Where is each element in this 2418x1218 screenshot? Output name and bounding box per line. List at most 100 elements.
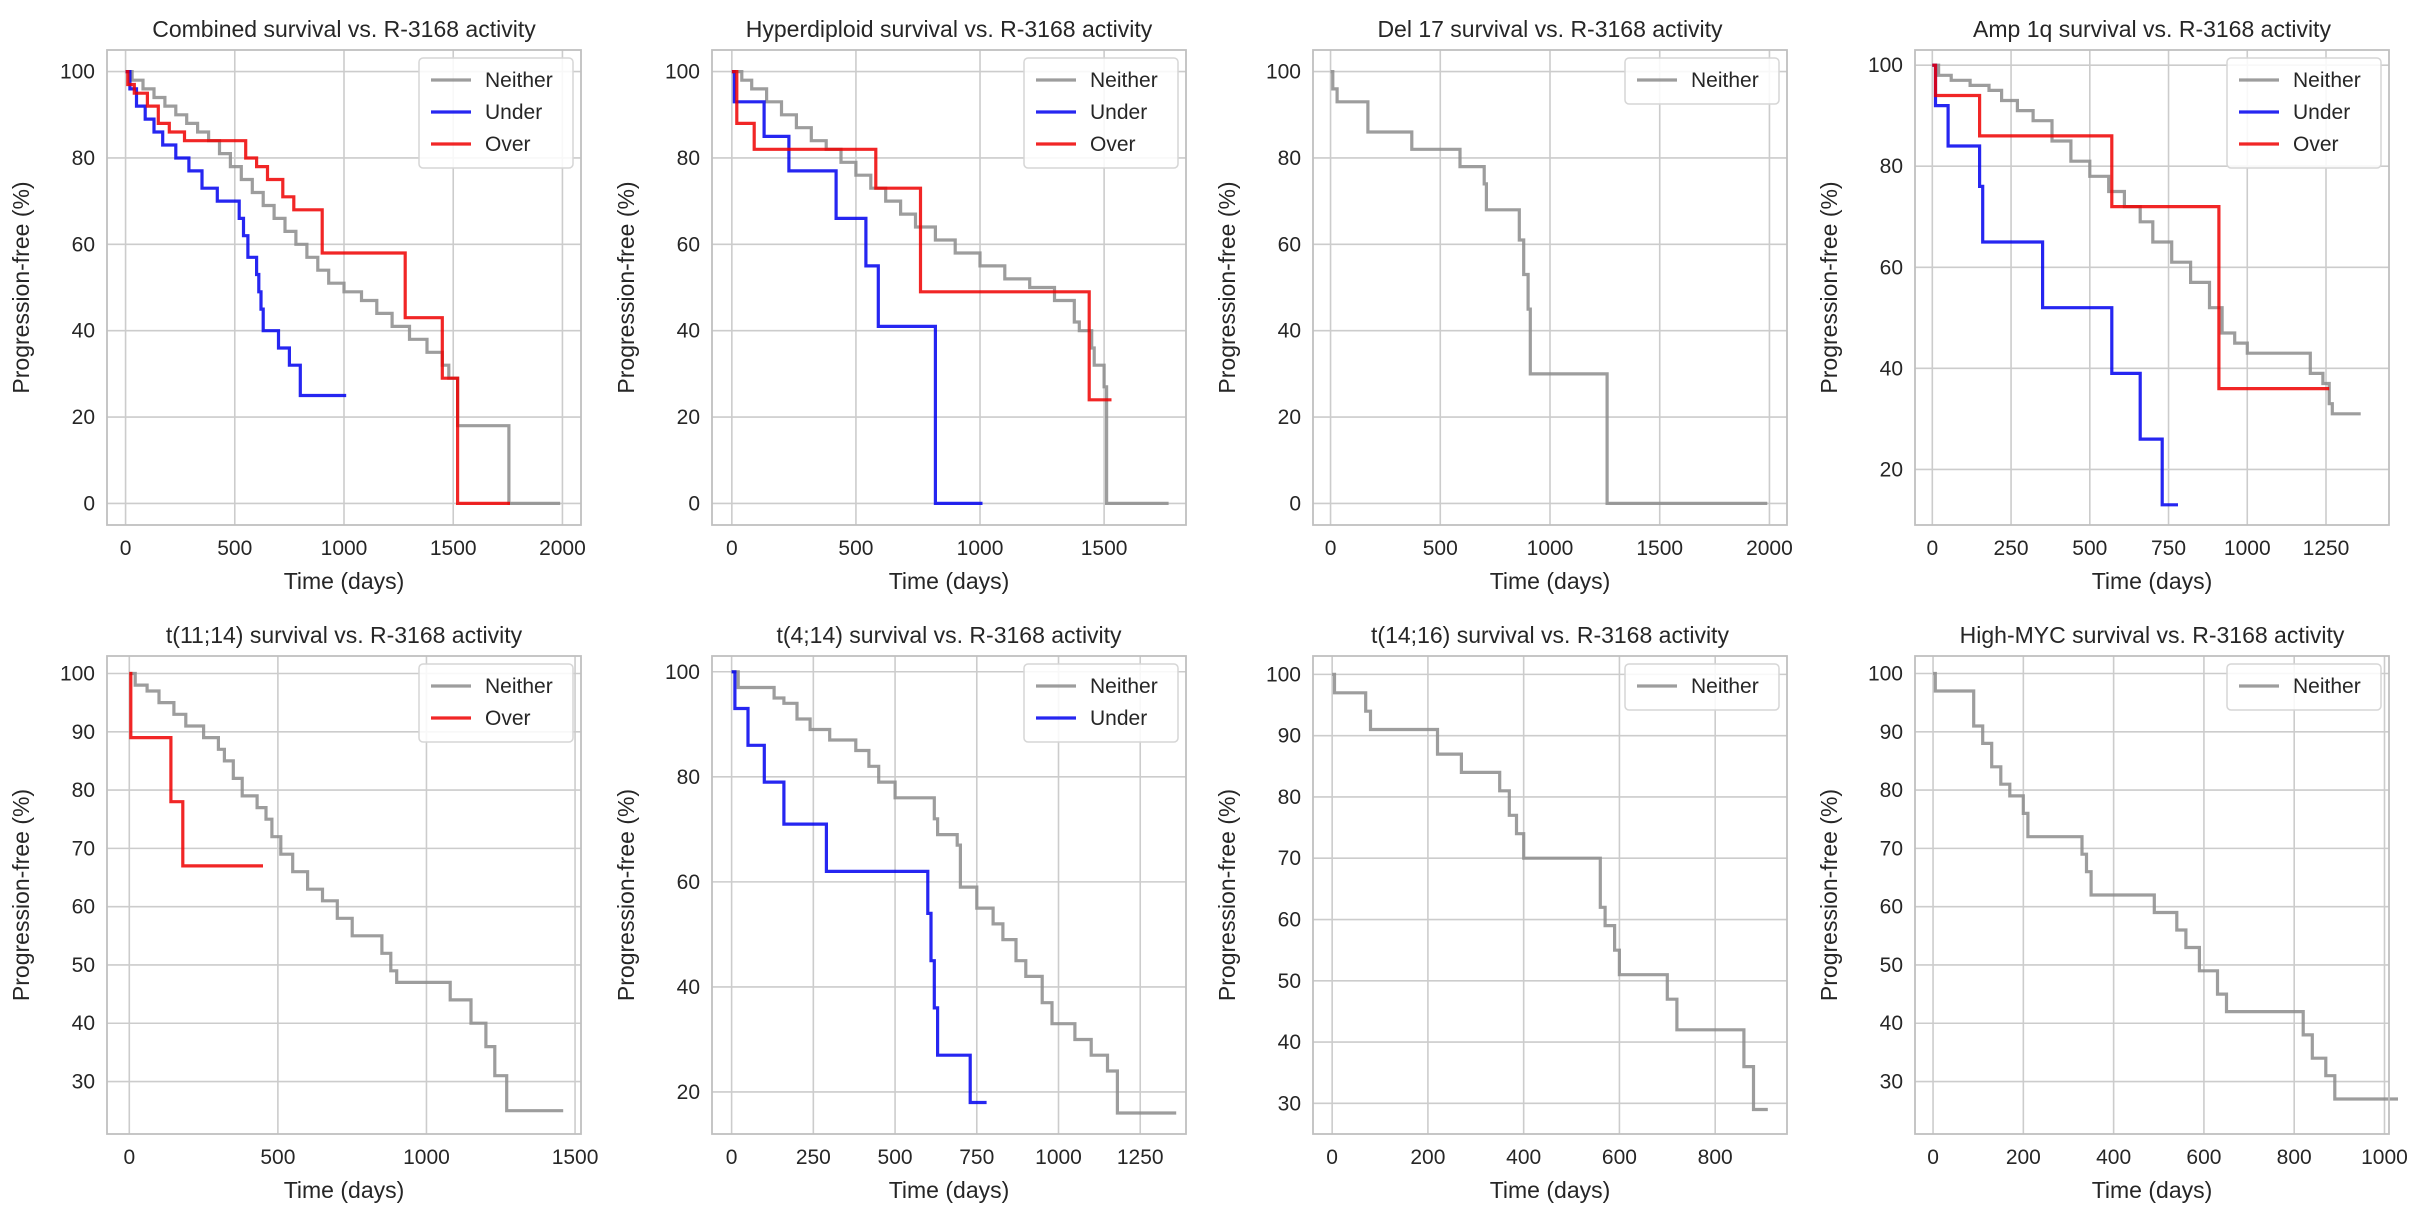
x-tick-label: 500 [838, 537, 873, 560]
y-tick-label: 40 [1278, 1031, 1301, 1054]
y-tick-label: 80 [677, 766, 700, 789]
x-tick-label: 1000 [1527, 537, 1574, 560]
legend-label-over: Over [2293, 133, 2339, 156]
y-tick-label: 60 [1880, 896, 1903, 919]
chart-title: t(14;16) survival vs. R-3168 activity [1371, 622, 1729, 648]
chart-title: High-MYC survival vs. R-3168 activity [1960, 622, 2345, 648]
x-tick-label: 500 [217, 537, 252, 560]
y-tick-label: 40 [677, 976, 700, 999]
x-tick-label: 400 [1506, 1146, 1541, 1169]
series-line-neither [129, 671, 564, 1113]
y-tick-label: 60 [677, 871, 700, 894]
x-tick-label: 250 [1994, 537, 2029, 560]
x-tick-label: 500 [878, 1146, 913, 1169]
y-tick-label: 40 [1278, 320, 1301, 343]
chart-panel-1: 0 500 1000 1500 2000 0 20 40 60 80 100 Combined sur… [8, 16, 586, 594]
y-tick-label: 30 [1880, 1071, 1903, 1094]
x-tick-label: 0 [1325, 537, 1337, 560]
legend-label-neither: Neither [1691, 69, 1759, 92]
y-tick-label: 60 [1880, 256, 1903, 279]
chart-title: Combined survival vs. R-3168 activity [152, 16, 536, 42]
chart-panel-7: 0 200 400 600 800 30 40 50 60 70 80 90 100 t(14;16) s… [1214, 622, 1788, 1203]
y-tick-label: 30 [1278, 1092, 1301, 1115]
y-tick-label: 80 [72, 779, 95, 802]
y-tick-label: 60 [1278, 909, 1301, 932]
x-tick-label: 1250 [2303, 537, 2350, 560]
series-line-over [731, 70, 1112, 402]
plot-frame [1914, 655, 2390, 1135]
legend: Neither Under Over [418, 57, 574, 169]
y-tick-label: 80 [72, 147, 95, 170]
chart-title: Hyperdiploid survival vs. R-3168 activit… [746, 16, 1153, 42]
y-tick-label: 0 [83, 492, 95, 515]
x-tick-label: 400 [2096, 1146, 2131, 1169]
y-tick-label: 40 [72, 320, 95, 343]
legend: Neither Under Over [1023, 57, 1179, 169]
chart-panel-3: 0 500 1000 1500 2000 0 20 40 60 80 100 Del 17 survi… [1214, 16, 1793, 594]
y-tick-label: 50 [72, 954, 95, 977]
x-tick-label: 250 [796, 1146, 831, 1169]
x-tick-label: 800 [2277, 1146, 2312, 1169]
y-tick-label: 80 [1880, 155, 1903, 178]
legend-label-neither: Neither [1090, 69, 1158, 92]
legend-box [418, 663, 574, 743]
x-tick-label: 200 [2006, 1146, 2041, 1169]
series-line-under [125, 70, 347, 398]
x-tick-label: 1500 [552, 1146, 599, 1169]
y-axis-label: Progression-free (%) [8, 181, 34, 393]
legend: Neither Under [1023, 663, 1179, 743]
x-tick-label: 0 [726, 1146, 738, 1169]
x-tick-label: 1000 [2361, 1146, 2408, 1169]
chart-title: t(4;14) survival vs. R-3168 activity [776, 622, 1122, 648]
x-tick-label: 0 [1926, 537, 1938, 560]
series-line-neither [1933, 671, 2398, 1101]
series-line-over [125, 70, 510, 505]
legend-box [1023, 663, 1179, 743]
x-axis-label: Time (days) [2092, 568, 2213, 594]
y-tick-label: 100 [60, 662, 95, 685]
legend-label-neither: Neither [485, 69, 553, 92]
x-tick-label: 600 [2186, 1146, 2221, 1169]
plot-frame [711, 655, 1187, 1135]
x-tick-label: 0 [120, 537, 132, 560]
x-axis-label: Time (days) [284, 568, 405, 594]
y-axis-label: Progression-free (%) [613, 789, 639, 1001]
y-tick-label: 100 [1868, 54, 1903, 77]
x-axis-label: Time (days) [2092, 1177, 2213, 1203]
series-line-neither [731, 670, 1177, 1115]
x-tick-label: 750 [959, 1146, 994, 1169]
chart-panel-5: 0 500 1000 1500 30 40 50 60 70 80 90 100 t(11;14) su… [8, 622, 598, 1203]
y-axis-label: Progression-free (%) [613, 181, 639, 393]
y-axis-label: Progression-free (%) [1816, 789, 1842, 1001]
chart-panel-4: 0 250 500 750 1000 1250 20 40 60 80 100 Amp 1q surv… [1816, 16, 2390, 594]
series-line-under [731, 70, 983, 505]
plot-frame [1914, 49, 2390, 526]
x-tick-label: 500 [2072, 537, 2107, 560]
y-tick-label: 80 [1278, 786, 1301, 809]
chart-panel-8: 0 200 400 600 800 1000 30 40 50 60 70 80 90 100 High-M… [1816, 622, 2408, 1203]
y-tick-label: 90 [1278, 725, 1301, 748]
x-tick-label: 0 [123, 1146, 135, 1169]
x-tick-label: 0 [726, 537, 738, 560]
y-tick-label: 0 [688, 492, 700, 515]
y-axis-label: Progression-free (%) [8, 789, 34, 1001]
y-tick-label: 40 [677, 320, 700, 343]
x-axis-label: Time (days) [1490, 568, 1611, 594]
y-tick-label: 100 [1868, 662, 1903, 685]
chart-title: Del 17 survival vs. R-3168 activity [1377, 16, 1723, 42]
y-axis-label: Progression-free (%) [1214, 789, 1240, 1001]
y-tick-label: 80 [677, 147, 700, 170]
series-line-over [1932, 63, 2330, 391]
x-tick-label: 500 [1423, 537, 1458, 560]
y-tick-label: 20 [1880, 458, 1903, 481]
legend-box [2226, 663, 2382, 711]
chart-title: t(11;14) survival vs. R-3168 activity [166, 622, 523, 648]
series-line-under [731, 670, 987, 1105]
x-axis-label: Time (days) [284, 1177, 405, 1203]
plot-frame [1312, 49, 1788, 526]
legend-label-under: Under [2293, 101, 2350, 124]
y-tick-label: 100 [60, 61, 95, 84]
x-axis-label: Time (days) [1490, 1177, 1611, 1203]
chart-panel-6: 0 250 500 750 1000 1250 20 40 60 80 100 t(4;14) sur… [613, 622, 1187, 1203]
